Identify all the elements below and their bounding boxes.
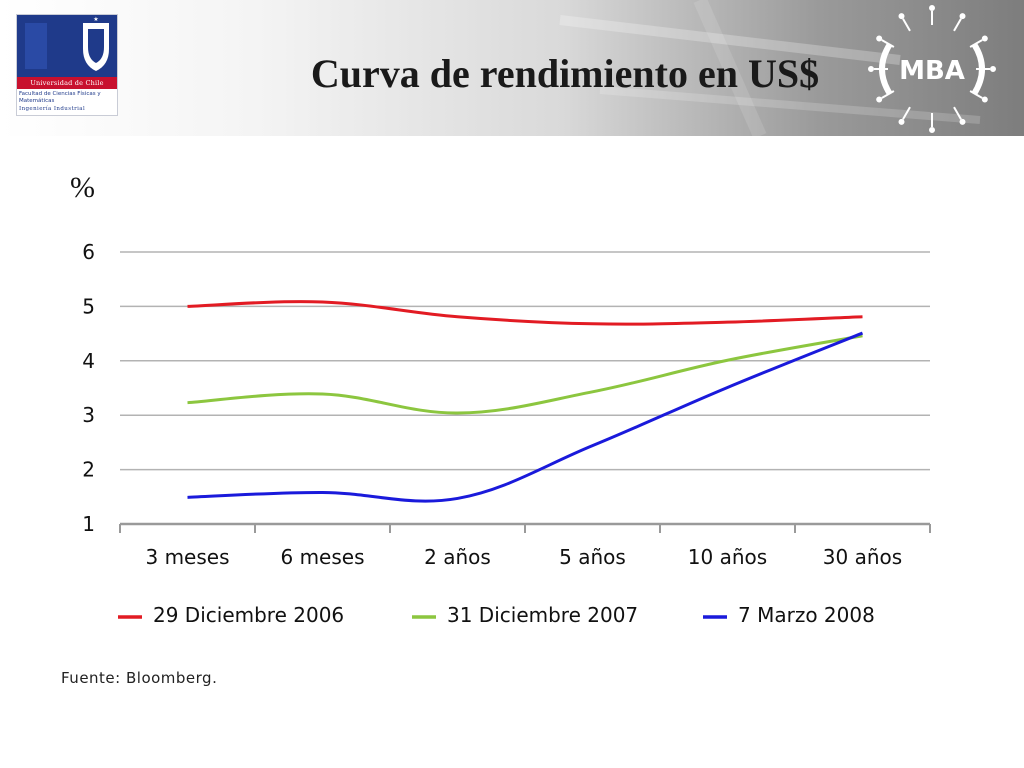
mba-star xyxy=(868,66,874,72)
series-line xyxy=(187,334,863,415)
mba-ray xyxy=(953,106,962,120)
y-tick-label: 2 xyxy=(82,458,95,482)
y-tick-label: 6 xyxy=(82,240,95,264)
series-lines xyxy=(187,300,864,503)
series-line xyxy=(187,331,864,503)
mba-star xyxy=(876,35,883,42)
mba-star xyxy=(959,118,966,125)
mba-star xyxy=(981,96,988,103)
page-title: Curva de rendimiento en US$ xyxy=(310,51,820,96)
gridlines xyxy=(120,251,930,471)
legend: 29 Diciembre 2006 31 Diciembre 2007 7 Marz… xyxy=(118,603,875,627)
mba-star xyxy=(929,127,935,133)
y-tick-label: 5 xyxy=(82,294,95,318)
y-tick-label: 4 xyxy=(82,349,95,373)
department-name: Ingeniería Industrial xyxy=(19,106,86,112)
mba-right-bracket xyxy=(971,42,985,96)
series-line xyxy=(187,300,863,326)
source-note: Fuente: Bloomberg. xyxy=(61,669,218,687)
mba-ray xyxy=(902,18,911,32)
x-tick-label: 5 años xyxy=(559,545,626,569)
mba-star xyxy=(898,13,905,20)
mba-star xyxy=(990,66,996,72)
y-tick-label: 3 xyxy=(82,403,95,427)
mba-star xyxy=(981,35,988,42)
legend-label: 31 Diciembre 2007 xyxy=(447,603,638,627)
banner-background-streaks xyxy=(559,0,981,136)
university-crest-icon: ★ xyxy=(17,15,117,77)
mba-ray xyxy=(902,106,911,120)
university-logo: ★ Universidad de Chile Facultad de Cienc… xyxy=(16,14,118,116)
mba-logo: MBA xyxy=(868,5,996,133)
mba-ray xyxy=(953,18,962,32)
x-axis: 3 meses 6 meses 2 años 5 años 10 años 30 años xyxy=(119,522,931,569)
mba-star xyxy=(876,96,883,103)
university-name: Universidad de Chile xyxy=(17,77,117,89)
y-tick-label: 1 xyxy=(82,512,95,536)
y-axis-label: % xyxy=(70,171,95,204)
legend-label: 7 Marzo 2008 xyxy=(738,603,875,627)
legend-label: 29 Diciembre 2006 xyxy=(153,603,344,627)
mba-star xyxy=(929,5,935,11)
yield-curve-chart: 1 2 3 4 5 6 3 meses 6 meses 2 años 5 años 10 años… xyxy=(70,171,931,627)
header-banner xyxy=(0,0,1024,136)
x-tick-label: 30 años xyxy=(823,545,902,569)
faculty-name: Facultad de Ciencias Físicas y Matemátic… xyxy=(19,91,101,104)
mba-star xyxy=(898,118,905,125)
mba-left-bracket xyxy=(879,42,893,96)
svg-text:★: ★ xyxy=(93,16,98,23)
x-tick-label: 10 años xyxy=(688,545,767,569)
x-tick-label: 6 meses xyxy=(280,545,364,569)
y-axis-tick-labels: 1 2 3 4 5 6 xyxy=(82,240,95,536)
mba-star xyxy=(959,13,966,20)
x-tick-label: 2 años xyxy=(424,545,491,569)
x-tick-label: 3 meses xyxy=(145,545,229,569)
mba-logo-text: MBA xyxy=(899,56,965,86)
